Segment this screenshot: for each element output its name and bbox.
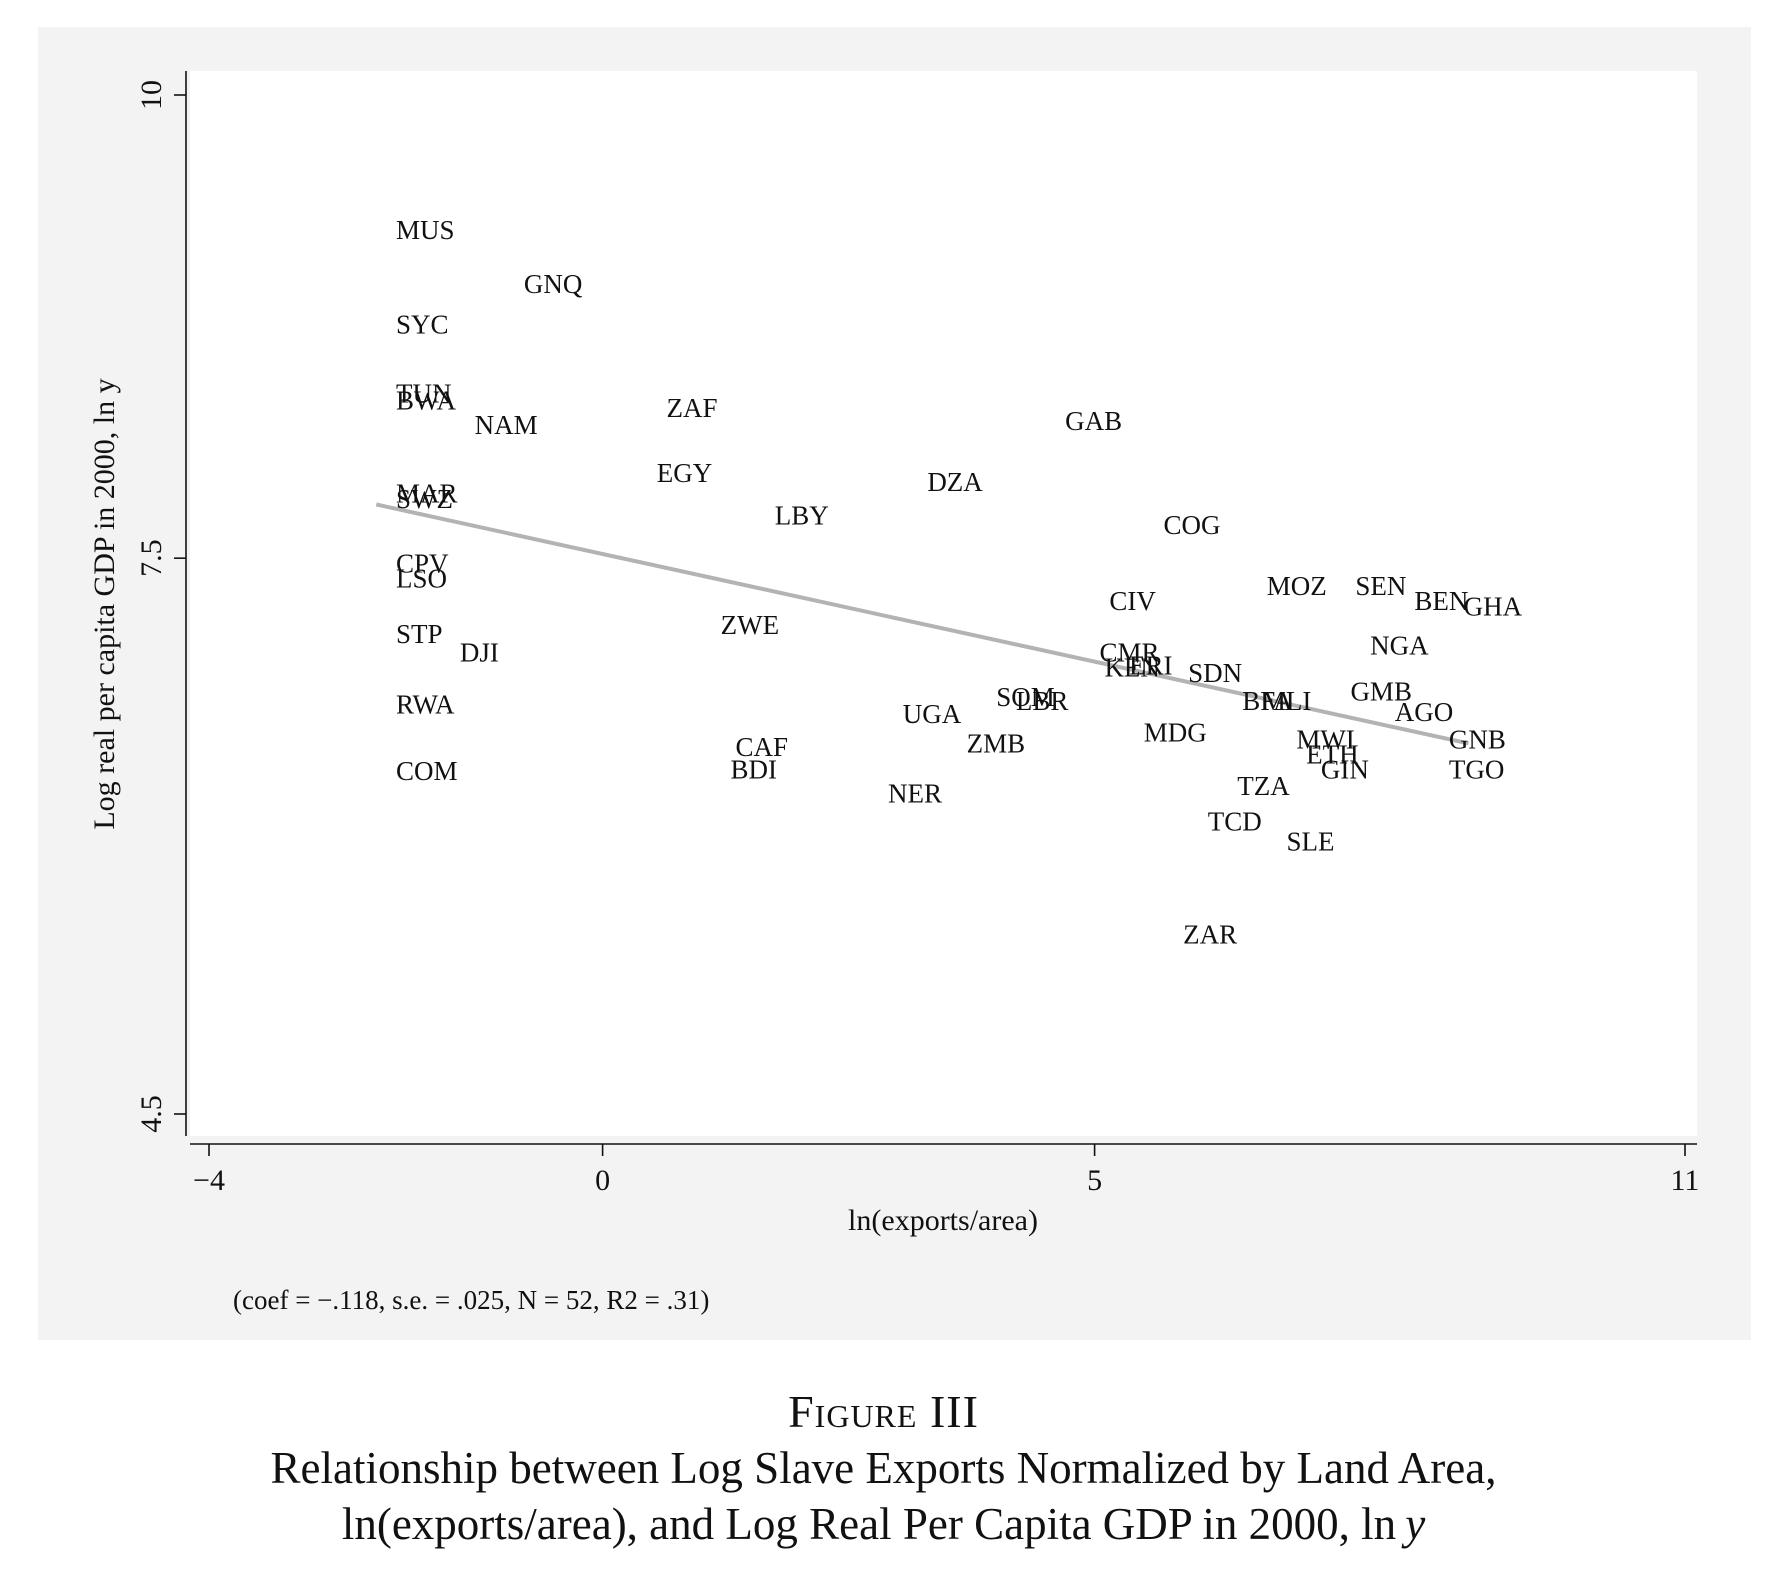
- caption-line-2-text: ln(exports/area), and Log Real Per Capit…: [341, 1499, 1406, 1549]
- data-point-label: LBY: [775, 501, 829, 531]
- data-point-label: ZWE: [721, 610, 779, 640]
- data-point-label: SEN: [1355, 571, 1406, 601]
- data-point-label: UGA: [903, 699, 962, 729]
- data-point-label: GAB: [1065, 406, 1122, 436]
- figure-caption-line-1: Relationship between Log Slave Exports N…: [270, 1443, 1497, 1493]
- data-point-label: EGY: [657, 458, 713, 488]
- data-point-label: LBR: [1016, 686, 1069, 716]
- data-point-label: MWI: [1296, 725, 1354, 755]
- data-point-label: MUS: [396, 215, 455, 245]
- data-point-label: BFA: [1242, 686, 1293, 716]
- data-point-label: ZAF: [667, 393, 718, 423]
- data-point-label: COG: [1163, 510, 1220, 540]
- data-point-label: GNB: [1449, 725, 1506, 755]
- data-point-label: LSO: [396, 564, 447, 594]
- data-point-label: ETH: [1306, 740, 1358, 770]
- data-point-label: CAF: [735, 732, 788, 762]
- figure-panel: 4.5 7.5 10 −4 0 5 11 ln(exports/area) Log real p…: [38, 27, 1751, 1340]
- fit-line: [375, 502, 1469, 746]
- data-point-label: BDI: [731, 754, 778, 784]
- y-tick-label: 7.5: [135, 539, 168, 577]
- data-point-label: CMR: [1100, 638, 1160, 668]
- data-point-label: NGA: [1370, 630, 1429, 660]
- data-point-label: MOZ: [1267, 571, 1327, 601]
- data-point-label: RWA: [396, 690, 455, 720]
- regression-stats-note: (coef = −.118, s.e. = .025, N = 52, R2 =…: [233, 1285, 710, 1315]
- data-point-label: GMB: [1350, 677, 1412, 707]
- data-point-label: BWA: [396, 386, 457, 416]
- plot-area: [190, 71, 1697, 1136]
- data-point-label: SWZ: [396, 484, 453, 514]
- data-point-label: SDN: [1188, 658, 1242, 688]
- figure-caption-line-2: ln(exports/area), and Log Real Per Capit…: [0, 1498, 1767, 1550]
- x-tick-label: −4: [193, 1164, 225, 1197]
- x-tick-label: 11: [1671, 1164, 1700, 1197]
- data-point-label: MDG: [1144, 717, 1207, 747]
- data-point-label: KEN: [1104, 652, 1160, 682]
- data-point-label: SOM: [996, 682, 1055, 712]
- data-point-label: GIN: [1321, 754, 1369, 784]
- data-point-label: MLI: [1262, 686, 1312, 716]
- data-point-label: GNQ: [524, 269, 583, 299]
- data-point-label: MAR: [396, 478, 458, 508]
- x-axis-title: ln(exports/area): [848, 1204, 1038, 1237]
- y-axis-title: Log real per capita GDP in 2000, ln y: [88, 378, 121, 829]
- data-point-label: TCD: [1208, 806, 1262, 836]
- data-point-label: TUN: [396, 378, 452, 408]
- data-point-label: CIV: [1109, 586, 1156, 616]
- data-point-label: ZMB: [967, 728, 1026, 758]
- data-point-label: SLE: [1286, 827, 1334, 857]
- caption-line-2-italic: y: [1405, 1499, 1426, 1549]
- y-tick-label: 4.5: [135, 1095, 168, 1133]
- data-point-label: DZA: [927, 467, 983, 497]
- data-point-label: BEN: [1414, 586, 1468, 616]
- scatter-chart: 4.5 7.5 10 −4 0 5 11 ln(exports/area) Log real p…: [88, 71, 1699, 1237]
- figure-number: Figure III: [788, 1386, 979, 1437]
- x-tick-label: 5: [1087, 1164, 1102, 1197]
- data-point-label: TZA: [1237, 771, 1290, 801]
- data-point-label: GHA: [1464, 591, 1523, 621]
- data-point-label: DJI: [460, 638, 499, 668]
- y-tick-label: 10: [135, 80, 168, 110]
- data-point-label: SYC: [396, 310, 449, 340]
- x-tick-label: 0: [595, 1164, 610, 1197]
- data-point-label: NAM: [475, 410, 538, 440]
- fit-line-group: [375, 502, 1469, 746]
- data-point-label: CPV: [396, 549, 449, 579]
- data-point-label: AGO: [1395, 697, 1454, 727]
- data-point-label: STP: [396, 619, 443, 649]
- data-point-label: COM: [396, 756, 458, 786]
- data-point-label: ZAR: [1183, 919, 1237, 949]
- data-point-label: ERI: [1129, 651, 1173, 681]
- data-point-label: TGO: [1449, 754, 1505, 784]
- axes: 4.5 7.5 10 −4 0 5 11 ln(exports/area) Log real p…: [88, 71, 1699, 1237]
- data-point-label: NER: [888, 778, 942, 808]
